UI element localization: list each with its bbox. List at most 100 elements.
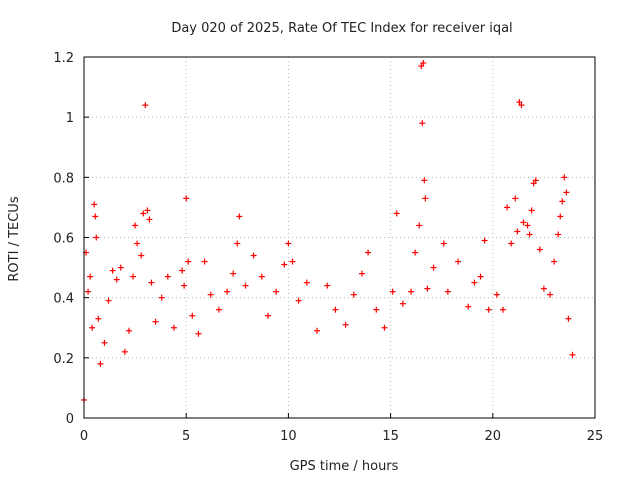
data-point-72 xyxy=(422,195,429,202)
data-point-40 xyxy=(230,270,237,277)
data-point-8 xyxy=(95,315,102,322)
data-point-103 xyxy=(559,198,566,205)
data-point-24 xyxy=(146,216,153,223)
x-tick-label-1: 5 xyxy=(182,429,190,444)
data-point-107 xyxy=(569,351,576,358)
data-point-93 xyxy=(526,231,533,238)
data-point-20 xyxy=(138,252,145,259)
data-point-36 xyxy=(201,258,208,265)
data-point-60 xyxy=(373,306,380,313)
data-point-9 xyxy=(97,360,104,367)
data-point-10 xyxy=(101,339,108,346)
data-point-85 xyxy=(504,204,511,211)
data-point-61 xyxy=(381,324,388,331)
data-point-84 xyxy=(500,306,507,313)
data-point-106 xyxy=(565,315,572,322)
x-tick-label-2: 10 xyxy=(280,429,297,444)
data-point-92 xyxy=(524,222,531,229)
data-point-41 xyxy=(234,240,241,247)
data-point-44 xyxy=(250,252,257,259)
data-point-25 xyxy=(148,279,155,286)
data-point-82 xyxy=(485,306,492,313)
data-point-43 xyxy=(242,282,249,289)
data-point-98 xyxy=(540,285,547,292)
chart-title: Day 020 of 2025, Rate Of TEC Index for r… xyxy=(171,21,512,36)
data-point-7 xyxy=(93,234,100,241)
data-point-100 xyxy=(551,258,558,265)
data-point-23 xyxy=(144,207,151,214)
data-point-27 xyxy=(158,294,165,301)
data-point-79 xyxy=(471,279,478,286)
data-point-101 xyxy=(555,231,562,238)
data-point-54 xyxy=(324,282,331,289)
data-point-75 xyxy=(440,240,447,247)
data-point-59 xyxy=(365,249,372,256)
data-point-21 xyxy=(140,210,147,217)
data-point-29 xyxy=(170,324,177,331)
data-point-89 xyxy=(516,99,523,106)
data-point-78 xyxy=(465,303,472,310)
data-point-14 xyxy=(117,264,124,271)
data-point-90 xyxy=(518,102,525,109)
data-point-87 xyxy=(512,195,519,202)
data-point-31 xyxy=(181,282,188,289)
data-point-62 xyxy=(389,288,396,295)
data-point-56 xyxy=(342,321,349,328)
data-point-73 xyxy=(424,285,431,292)
data-point-15 xyxy=(121,348,128,355)
data-point-86 xyxy=(508,240,515,247)
y-tick-label-1: 0.2 xyxy=(53,352,74,367)
data-point-68 xyxy=(418,63,425,70)
x-tick-label-0: 0 xyxy=(80,429,88,444)
data-point-50 xyxy=(289,258,296,265)
data-point-104 xyxy=(561,174,568,181)
data-point-11 xyxy=(105,297,112,304)
x-tick-label-3: 15 xyxy=(382,429,399,444)
x-tick-label-4: 20 xyxy=(485,429,502,444)
data-point-55 xyxy=(332,306,339,313)
data-point-30 xyxy=(179,267,186,274)
data-point-57 xyxy=(350,291,357,298)
data-point-35 xyxy=(195,330,202,337)
data-point-53 xyxy=(314,327,321,334)
data-point-5 xyxy=(91,201,98,208)
data-point-71 xyxy=(421,177,428,184)
data-point-37 xyxy=(207,291,214,298)
data-point-47 xyxy=(273,288,280,295)
data-point-39 xyxy=(224,288,231,295)
data-point-67 xyxy=(416,222,423,229)
data-point-19 xyxy=(134,240,141,247)
data-point-64 xyxy=(399,300,406,307)
data-point-51 xyxy=(295,297,302,304)
y-tick-label-0: 0 xyxy=(66,412,74,427)
data-point-49 xyxy=(285,240,292,247)
data-point-95 xyxy=(530,180,537,187)
x-axis-label: GPS time / hours xyxy=(290,459,399,474)
data-point-48 xyxy=(281,261,288,268)
data-point-28 xyxy=(164,273,171,280)
data-point-2 xyxy=(85,288,92,295)
data-point-96 xyxy=(532,177,539,184)
data-point-34 xyxy=(189,312,196,319)
data-point-81 xyxy=(481,237,488,244)
data-point-3 xyxy=(87,273,94,280)
data-point-77 xyxy=(455,258,462,265)
data-point-66 xyxy=(412,249,419,256)
data-point-74 xyxy=(430,264,437,271)
data-point-22 xyxy=(142,102,149,109)
data-point-4 xyxy=(89,324,96,331)
data-point-45 xyxy=(258,273,265,280)
data-point-88 xyxy=(514,228,521,235)
data-point-91 xyxy=(520,219,527,226)
y-tick-label-4: 0.8 xyxy=(53,171,74,186)
data-point-12 xyxy=(109,267,116,274)
data-point-13 xyxy=(113,276,120,283)
data-point-33 xyxy=(185,258,192,265)
data-point-52 xyxy=(303,279,310,286)
grid-layer xyxy=(83,56,596,419)
x-tick-label-5: 25 xyxy=(587,429,604,444)
data-point-99 xyxy=(547,291,554,298)
y-tick-label-2: 0.4 xyxy=(53,292,74,307)
data-point-46 xyxy=(264,312,271,319)
